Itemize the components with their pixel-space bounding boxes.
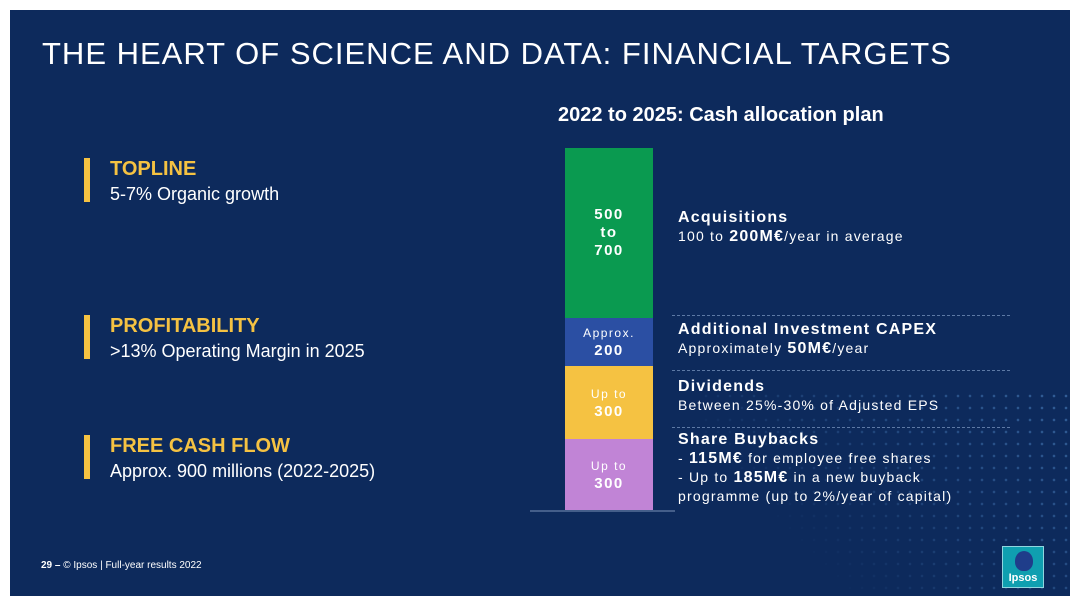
target-description: Approx. 900 millions (2022-2025) <box>110 461 376 481</box>
divider <box>672 315 1010 316</box>
category-4: Share Buybacks - 115M€ for employee free … <box>678 430 952 505</box>
category-detail: 100 to 200M€/year in average <box>678 228 904 245</box>
target-label: PROFITABILITY <box>110 315 260 337</box>
category-detail: Approximately 50M€/year <box>678 340 870 357</box>
slide-title: THE HEART OF SCIENCE AND DATA: FINANCIAL… <box>42 36 952 71</box>
footer-text: © Ipsos | Full-year results 2022 <box>63 560 202 571</box>
accent-bar <box>84 158 90 202</box>
ipsos-logo: Ipsos <box>1002 546 1044 588</box>
category-3: Dividends Between 25%-30% of Adjusted EPS <box>678 377 939 414</box>
segment-label-line: to <box>600 224 618 241</box>
category-detail: - 115M€ for employee free shares <box>678 450 932 467</box>
accent-bar <box>84 315 90 359</box>
divider <box>672 427 1010 428</box>
slide: THE HEART OF SCIENCE AND DATA: FINANCIAL… <box>10 10 1070 596</box>
accent-bar <box>84 435 90 479</box>
category-heading: Dividends <box>678 378 766 395</box>
category-detail: - Up to 185M€ in a new buyback <box>678 469 921 486</box>
category-2: Additional Investment CAPEX Approximately… <box>678 320 937 358</box>
logo-mark-icon <box>1015 551 1033 571</box>
logo-text: Ipsos <box>1008 572 1038 584</box>
segment-label-line: 700 <box>594 242 624 259</box>
footer: 29 – © Ipsos | Full-year results 2022 <box>41 560 202 571</box>
segment-label-line: Up to <box>590 458 628 473</box>
category-detail: Between 25%-30% of Adjusted EPS <box>678 397 940 413</box>
chart-title: 2022 to 2025: Cash allocation plan <box>558 104 884 126</box>
segment-label-line: 500 <box>594 206 624 223</box>
segment-label-line: 300 <box>594 474 624 492</box>
segment-label-line: Up to <box>590 386 628 401</box>
page-number: 29 – <box>41 560 61 571</box>
segment-label-2: Approx. 200 <box>565 324 653 360</box>
segment-label-4: Up to 300 <box>565 457 653 493</box>
divider <box>672 370 1010 371</box>
category-heading: Acquisitions <box>678 209 789 226</box>
category-heading: Share Buybacks <box>678 431 820 448</box>
segment-label-3: Up to 300 <box>565 385 653 421</box>
target-label: FREE CASH FLOW <box>110 435 290 457</box>
bar-segment-4 <box>565 439 653 510</box>
segment-label-1: 500 to 700 <box>565 206 653 260</box>
category-1: Acquisitions 100 to 200M€/year in average <box>678 208 904 246</box>
segment-label-line: Approx. <box>583 326 635 340</box>
stacked-bar-svg <box>530 148 675 512</box>
segment-label-line: 300 <box>594 402 624 420</box>
segment-label-line: 200 <box>594 342 624 359</box>
bar-segment-2 <box>565 318 653 366</box>
target-label: TOPLINE <box>110 158 197 180</box>
bar-segment-1 <box>565 148 653 318</box>
target-description: >13% Operating Margin in 2025 <box>110 341 365 361</box>
category-detail: programme (up to 2%/year of capital) <box>678 488 953 504</box>
bar-segment-3 <box>565 366 653 439</box>
target-description: 5-7% Organic growth <box>110 184 280 204</box>
category-heading: Additional Investment CAPEX <box>678 321 938 338</box>
